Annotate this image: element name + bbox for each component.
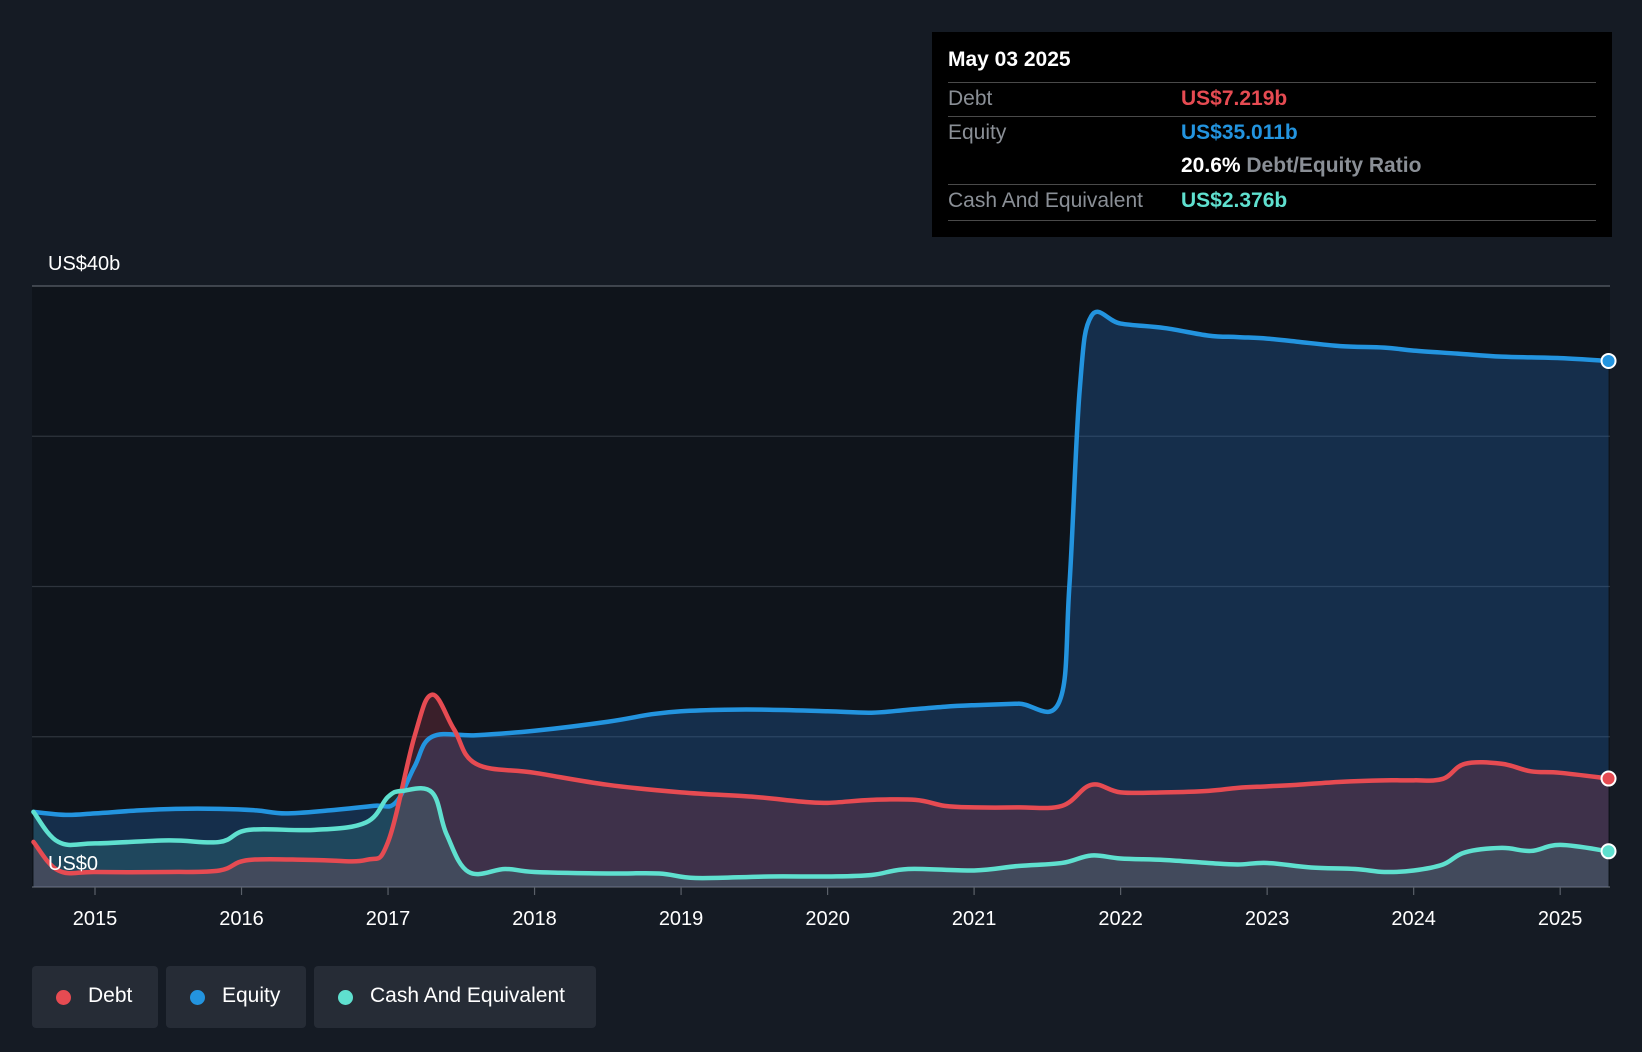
tooltip-ratio-row: 20.6% Debt/Equity Ratio xyxy=(948,150,1596,184)
x-axis-ticks: 2015 2016 2017 2018 2019 2020 2021 2022 2023 2024… xyxy=(73,887,1583,930)
debt-line xyxy=(31,692,1611,876)
tooltip-date: May 03 2025 xyxy=(948,48,1071,71)
cash-dot-icon xyxy=(338,990,353,1005)
tooltip-ratio-label: Debt/Equity Ratio xyxy=(1246,154,1422,177)
x-tick-label: 2022 xyxy=(1098,908,1143,930)
series-lines xyxy=(31,309,1611,881)
tooltip-cash-value: US$2.376b xyxy=(1181,189,1288,212)
tooltip-debt-row: Debt US$7.219b xyxy=(948,82,1596,117)
equity-line xyxy=(31,309,1611,818)
y-axis-top-label: US$40b xyxy=(48,253,120,275)
equity-endpoint xyxy=(1600,352,1617,369)
cash-and-equivalent-endpoint xyxy=(1600,843,1617,860)
debt-endpoint xyxy=(1600,770,1617,787)
x-tick-label: 2016 xyxy=(219,908,264,930)
tooltip-debt-label: Debt xyxy=(948,87,993,110)
x-tick-label: 2023 xyxy=(1245,908,1290,930)
cash-and-equivalent-line xyxy=(31,785,1611,881)
x-tick-label: 2017 xyxy=(366,908,411,930)
series-endpoints xyxy=(1600,352,1617,860)
x-tick-label: 2025 xyxy=(1538,908,1583,930)
legend-item-debt[interactable]: Debt xyxy=(32,966,158,1028)
tooltip-ratio-value: 20.6% xyxy=(1181,154,1241,177)
legend-debt-label: Debt xyxy=(88,984,133,1007)
legend-item-equity[interactable]: Equity xyxy=(166,966,306,1028)
x-tick-label: 2018 xyxy=(512,908,557,930)
tooltip-equity-row: Equity US$35.011b xyxy=(948,116,1596,151)
debt-dot-icon xyxy=(56,990,71,1005)
tooltip-divider xyxy=(948,220,1596,221)
grid-lines xyxy=(32,285,1610,888)
tooltip-ratio: 20.6% Debt/Equity Ratio xyxy=(1181,154,1421,178)
x-tick-label: 2021 xyxy=(952,908,997,930)
x-tick-label: 2019 xyxy=(659,908,704,930)
tooltip-equity-label: Equity xyxy=(948,121,1007,144)
cash-and-equivalent-area xyxy=(33,788,1609,887)
equity-dot-icon xyxy=(190,990,205,1005)
data-tooltip: May 03 2025 Debt US$7.219b Equity US$35.… xyxy=(932,32,1612,237)
tooltip-cash-row: Cash And Equivalent US$2.376b xyxy=(948,184,1596,219)
tooltip-debt-value: US$7.219b xyxy=(1181,87,1288,110)
x-tick-label: 2015 xyxy=(73,908,118,930)
y-axis-bottom-label: US$0 xyxy=(48,853,98,875)
legend-cash-label: Cash And Equivalent xyxy=(370,984,565,1007)
legend-item-cash[interactable]: Cash And Equivalent xyxy=(314,966,596,1028)
x-tick-label: 2024 xyxy=(1391,908,1436,930)
tooltip-cash-label: Cash And Equivalent xyxy=(948,189,1143,212)
legend-equity-label: Equity xyxy=(222,984,281,1007)
x-tick-label: 2020 xyxy=(805,908,850,930)
tooltip-equity-value: US$35.011b xyxy=(1181,121,1298,144)
